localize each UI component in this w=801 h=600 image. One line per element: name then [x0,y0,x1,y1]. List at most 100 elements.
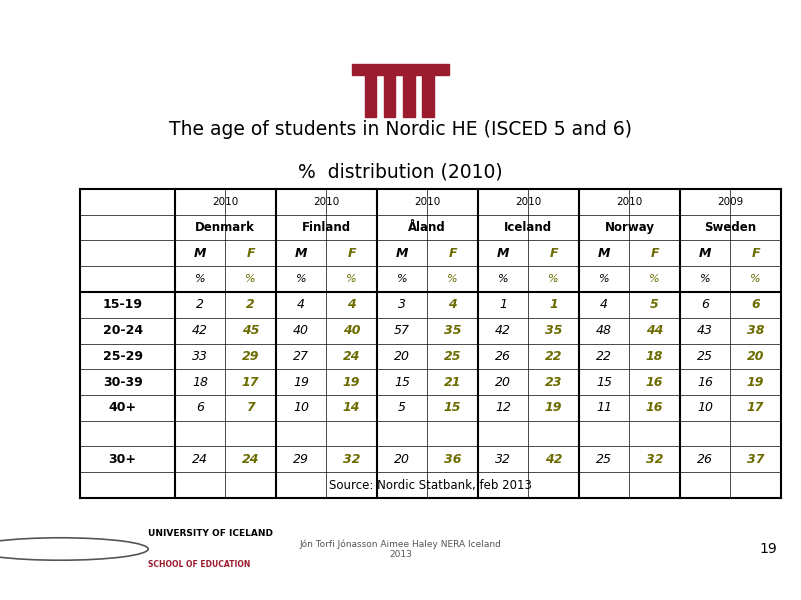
Text: UNIVERSITY OF ICELAND: UNIVERSITY OF ICELAND [148,529,273,538]
Bar [403,74,415,117]
Text: 37: 37 [747,453,764,466]
Text: 2009: 2009 [718,197,743,207]
Text: 25: 25 [444,350,461,363]
Text: 29: 29 [242,350,260,363]
Text: 4: 4 [347,298,356,311]
Text: 22: 22 [545,350,562,363]
Text: 3: 3 [398,298,406,311]
Text: The age of students in Nordic HE (ISCED 5 and 6): The age of students in Nordic HE (ISCED … [169,121,632,139]
Text: 32: 32 [495,453,511,466]
Text: 16: 16 [646,401,663,415]
Bar [352,64,449,75]
Text: %: % [549,274,559,284]
Text: 36: 36 [444,453,461,466]
Text: 17: 17 [242,376,260,389]
Text: 4: 4 [297,298,305,311]
Text: %: % [700,274,710,284]
Text: 24: 24 [192,453,208,466]
Text: M: M [598,247,610,260]
Text: %: % [296,274,306,284]
Text: M: M [396,247,409,260]
Text: 40: 40 [293,324,309,337]
Text: 35: 35 [545,324,562,337]
Text: 24: 24 [343,350,360,363]
Text: 16: 16 [646,376,663,389]
Text: M: M [497,247,509,260]
Text: 6: 6 [196,401,204,415]
Text: Sweden: Sweden [704,221,756,234]
Text: 18: 18 [192,376,208,389]
Text: 30-39: 30-39 [103,376,143,389]
Text: 2010: 2010 [616,197,642,207]
Text: 4: 4 [449,298,457,311]
Text: SCHOOL OF EDUCATION: SCHOOL OF EDUCATION [148,560,251,569]
Text: 57: 57 [394,324,410,337]
Text: 20: 20 [394,350,410,363]
Text: 10: 10 [293,401,309,415]
Text: 26: 26 [697,453,713,466]
Text: F: F [348,247,356,260]
Text: 5: 5 [398,401,406,415]
Text: 33: 33 [192,350,208,363]
Text: %  distribution (2010): % distribution (2010) [298,163,503,181]
Text: F: F [246,247,255,260]
Text: 10: 10 [697,401,713,415]
Text: F: F [549,247,557,260]
Text: 1: 1 [499,298,507,311]
Text: F: F [449,247,457,260]
Text: 40+: 40+ [109,401,137,415]
Text: M: M [194,247,206,260]
Text: 2010: 2010 [212,197,239,207]
Text: 38: 38 [747,324,764,337]
Text: 35: 35 [444,324,461,337]
Text: %: % [346,274,357,284]
Text: 43: 43 [697,324,713,337]
Text: 20: 20 [495,376,511,389]
Text: 20: 20 [394,453,410,466]
Text: %: % [195,274,205,284]
Text: 22: 22 [596,350,612,363]
Text: 19: 19 [747,376,764,389]
Text: 40: 40 [343,324,360,337]
Text: 17: 17 [747,401,764,415]
Text: 42: 42 [495,324,511,337]
Text: 42: 42 [192,324,208,337]
Bar [364,74,376,117]
Text: 26: 26 [495,350,511,363]
Text: 2: 2 [196,298,204,311]
Text: 25: 25 [596,453,612,466]
Text: 21: 21 [444,376,461,389]
Text: 1: 1 [549,298,558,311]
Text: 44: 44 [646,324,663,337]
Text: Finland: Finland [302,221,351,234]
Text: 48: 48 [596,324,612,337]
Text: 6: 6 [701,298,709,311]
Text: %: % [497,274,509,284]
Text: %: % [447,274,458,284]
Text: 19: 19 [343,376,360,389]
Text: 4: 4 [600,298,608,311]
Text: 29: 29 [293,453,309,466]
Text: Jón Torfi Jónasson Aimee Haley NERA Iceland
2013: Jón Torfi Jónasson Aimee Haley NERA Icel… [300,539,501,559]
Text: 15-19: 15-19 [103,298,143,311]
Text: 15: 15 [596,376,612,389]
Text: 14: 14 [343,401,360,415]
Text: 23: 23 [545,376,562,389]
Bar [422,74,434,117]
Text: 2010: 2010 [313,197,340,207]
Text: 19: 19 [545,401,562,415]
Text: 20: 20 [747,350,764,363]
Text: 19: 19 [293,376,309,389]
Text: 25: 25 [697,350,713,363]
Text: 19: 19 [759,542,777,556]
Text: Norway: Norway [605,221,654,234]
Text: F: F [650,247,659,260]
Text: %: % [396,274,408,284]
Text: Iceland: Iceland [505,221,553,234]
Text: 15: 15 [444,401,461,415]
Text: 20-24: 20-24 [103,324,143,337]
Text: Åland: Åland [409,221,446,234]
Text: %: % [751,274,761,284]
Text: 24: 24 [242,453,260,466]
Text: 5: 5 [650,298,659,311]
